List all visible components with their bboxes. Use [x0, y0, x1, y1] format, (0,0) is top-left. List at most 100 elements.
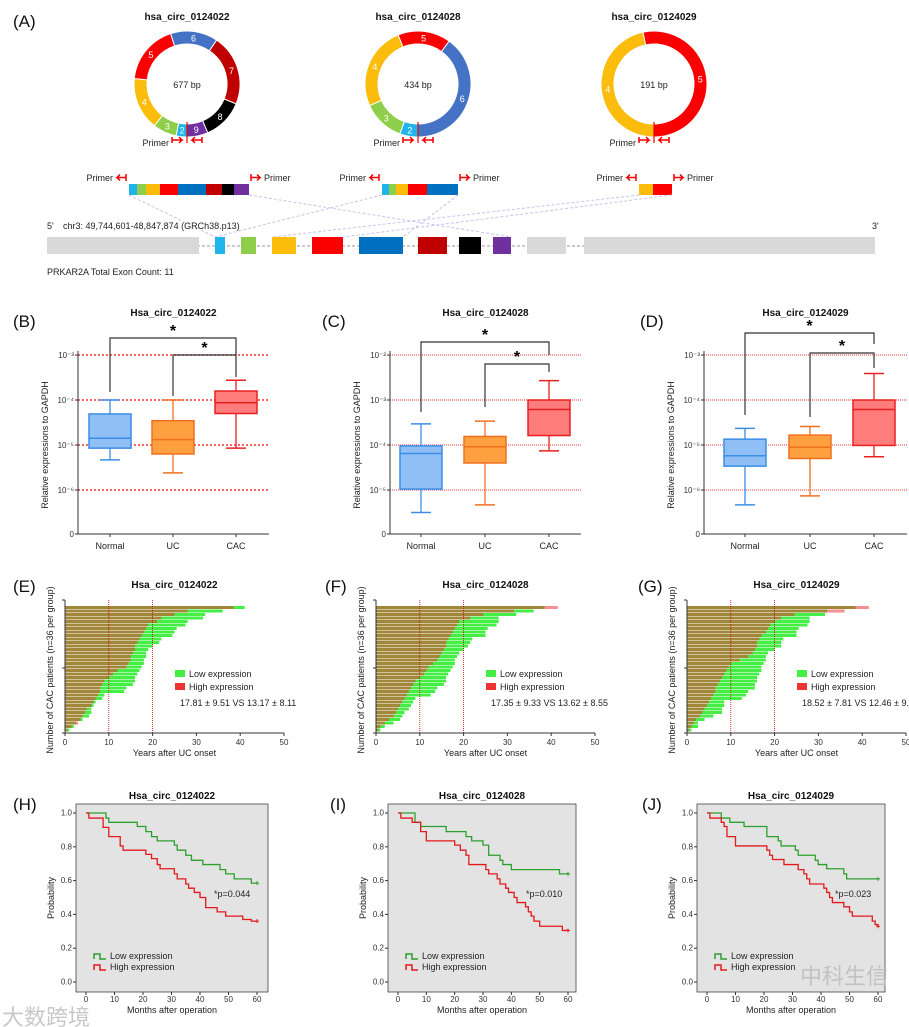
primer-forward-arrow-icon	[459, 173, 471, 182]
exon-block	[146, 184, 160, 195]
exon-mapping-line	[342, 194, 673, 238]
gene-exon-4	[272, 237, 296, 254]
y-axis-label: Relative expressions to GAPDH	[40, 381, 50, 509]
y-axis-label: Number of CAC patients (n=36 per group)	[356, 586, 366, 753]
primer-reverse-arrow-icon	[368, 173, 380, 182]
box-normal	[88, 413, 132, 449]
x-tick-label: 10	[110, 995, 119, 1004]
bar-high-expression	[687, 707, 705, 711]
censor-mark	[255, 919, 259, 924]
x-tick-label: 40	[507, 995, 516, 1004]
group-stats: 18.52 ± 7.81 VS 12.46 ± 9.35	[802, 698, 909, 708]
y-tick-label: 0.6	[61, 876, 73, 885]
chart-title: Hsa_circ_0124029	[748, 791, 835, 802]
bar-high-expression	[65, 609, 188, 613]
chart-title: Hsa_circ_0124028	[439, 791, 526, 802]
bar-high-expression	[65, 616, 162, 620]
exon-block	[408, 184, 427, 195]
bar-high-expression	[376, 606, 558, 609]
panel-label-c: (C)	[322, 312, 346, 331]
x-tick-label: 30	[479, 995, 488, 1004]
x-tick-label: 30	[814, 738, 823, 747]
exon-mapping-line	[128, 194, 216, 238]
legend-swatch	[175, 683, 185, 690]
bar-high-expression	[65, 606, 234, 609]
exon-block	[639, 184, 653, 195]
circrna-title: hsa_circ_0124028	[375, 12, 461, 23]
plot-area	[696, 803, 886, 993]
bar-high-expression	[687, 676, 723, 679]
panel-label-e: (E)	[13, 577, 36, 596]
x-axis-label: Years after UC onset	[444, 748, 528, 758]
x-tick-label: 30	[788, 995, 797, 1004]
bar-low-expression	[687, 697, 742, 700]
bar-high-expression	[687, 686, 716, 690]
exon-number: 3	[165, 122, 170, 132]
legend-swatch	[486, 683, 496, 690]
bar-high-expression	[687, 620, 775, 623]
gene-exon-9	[493, 237, 511, 254]
y-axis-label: Relative expressions to GAPDH	[352, 381, 362, 509]
primer-label: Primer	[264, 173, 291, 183]
bar-high-expression	[687, 658, 740, 662]
bar-high-expression	[687, 613, 795, 616]
km-curve-low-expression	[86, 812, 257, 884]
bar-high-expression	[376, 686, 412, 690]
bar-high-expression	[65, 634, 142, 637]
primer-label: Primer	[340, 173, 367, 183]
bar-high-expression	[376, 728, 379, 732]
legend-swatch	[175, 670, 185, 677]
bar-low-expression	[687, 690, 749, 693]
y-tick-label: 0.0	[61, 978, 73, 987]
legend-label: Low expression	[110, 951, 173, 961]
bar-high-expression	[376, 676, 420, 679]
bar-high-expression	[65, 686, 101, 690]
y-tick-label: 0	[696, 530, 701, 539]
significance-star: *	[806, 318, 813, 335]
y-tick-label: 10⁻⁶	[684, 486, 700, 495]
exon-block	[222, 184, 234, 195]
bar-high-expression	[65, 679, 105, 683]
bar-high-expression	[65, 655, 131, 658]
exon-block	[178, 184, 206, 195]
bar-high-expression	[376, 623, 458, 627]
primer-label: Primer	[610, 138, 637, 148]
bar-high-expression	[687, 644, 758, 648]
x-tick-label: 50	[280, 738, 289, 747]
legend-label: High expression	[189, 682, 254, 692]
chart-title: Hsa_circ_0124029	[762, 308, 849, 319]
bar-high-expression	[687, 623, 771, 627]
bar-high-expression	[376, 644, 447, 648]
y-tick-label: 10⁻³	[684, 351, 700, 360]
bar-high-expression	[687, 711, 703, 714]
gene-exon-6	[359, 237, 403, 254]
legend-line-icon	[714, 953, 727, 960]
significance-bracket	[420, 341, 550, 412]
x-tick-label: 40	[858, 738, 867, 747]
exon-arc	[133, 32, 176, 81]
legend-label: High expression	[731, 962, 796, 972]
bar-high-expression	[65, 637, 140, 641]
x-tick-label: 60	[874, 995, 883, 1004]
bar-high-expression	[65, 662, 129, 665]
significance-bracket	[172, 354, 237, 396]
bar-high-expression	[65, 711, 85, 714]
bar-high-expression	[376, 648, 444, 651]
x-tick-label: 60	[564, 995, 573, 1004]
y-tick-label: 0.6	[682, 876, 694, 885]
legend-label: Low expression	[422, 951, 485, 961]
x-tick-label: 40	[236, 738, 245, 747]
bar-high-expression	[376, 725, 381, 728]
exon-block	[653, 184, 672, 195]
significance-bracket	[484, 363, 550, 407]
bar-low-expression	[687, 725, 698, 728]
exon-mapping-line	[214, 194, 383, 238]
gene-info: PRKAR2A Total Exon Count: 11	[47, 267, 174, 277]
box-cac	[527, 399, 571, 437]
bar-high-expression	[687, 683, 718, 686]
bar-low-expression	[687, 693, 747, 697]
primer-label: Primer	[473, 173, 500, 183]
y-tick-label: 10⁻⁵	[684, 441, 700, 450]
panel-label-a: (A)	[13, 12, 36, 31]
bar-high-expression	[65, 648, 136, 651]
